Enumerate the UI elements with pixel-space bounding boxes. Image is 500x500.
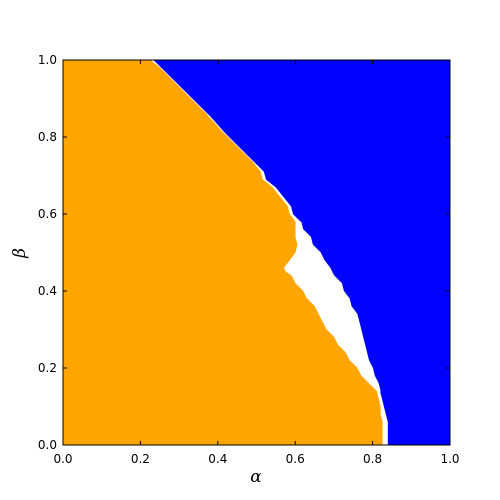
x-tick-label: 0.8 (363, 452, 382, 466)
y-axis-label: β (10, 248, 30, 259)
plot-area (62, 59, 451, 446)
x-axis: 0.0 0.2 0.4 0.6 0.8 1.0 (53, 60, 460, 466)
plot-frame (62, 59, 451, 446)
y-tick-label: 0.2 (38, 361, 57, 375)
y-tick-label: 0.8 (38, 130, 57, 144)
y-tick-label: 0.4 (38, 284, 57, 298)
y-axis: 0.0 0.2 0.4 0.6 0.8 1.0 (38, 53, 450, 452)
y-tick-label: 1.0 (38, 53, 57, 67)
x-tick-label: 0.2 (131, 452, 150, 466)
orange-region (63, 60, 383, 445)
y-tick-label: 0.6 (38, 207, 57, 221)
x-tick-label: 0.0 (53, 452, 72, 466)
y-tick-label: 0.0 (38, 438, 57, 452)
x-tick-label: 0.6 (286, 452, 305, 466)
regions-layer (63, 60, 450, 445)
x-tick-label: 0.4 (208, 452, 227, 466)
x-axis-label: α (250, 467, 262, 487)
x-tick-label: 1.0 (440, 452, 459, 466)
